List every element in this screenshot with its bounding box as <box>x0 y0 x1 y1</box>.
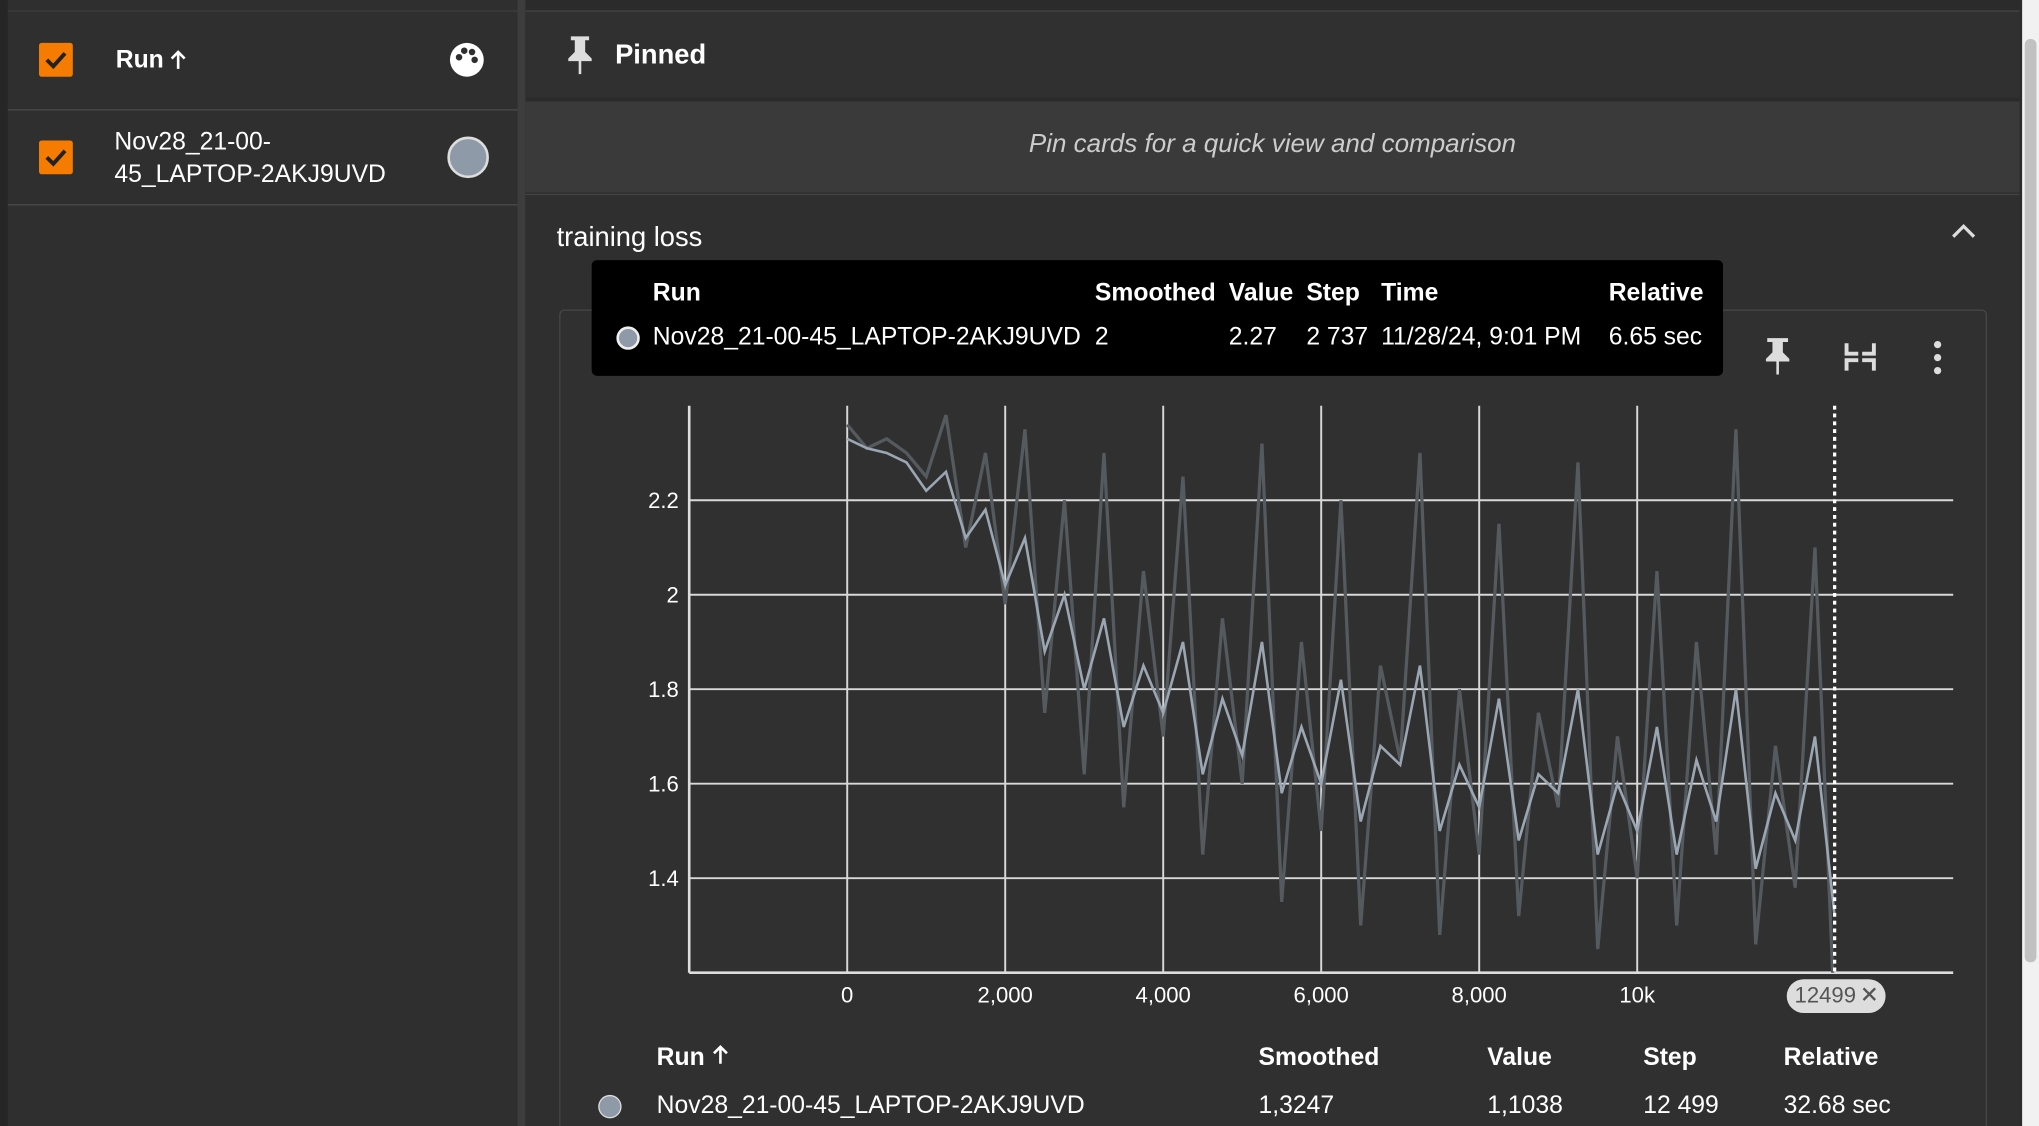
tooltip-cell: 11/28/24, 9:01 PM <box>1381 323 1582 352</box>
scrollbar[interactable] <box>2022 0 2039 1126</box>
pinned-title: Pinned <box>615 40 707 71</box>
tooltip-header: Value <box>1228 279 1294 307</box>
table-cell: 32.68 sec <box>1783 1091 1891 1119</box>
table-cell: Nov28_21-00-45_LAPTOP-2AKJ9UVD <box>656 1091 1085 1119</box>
table-cell: 1,1038 <box>1487 1091 1563 1119</box>
run-name: Nov28_21-00-45_LAPTOP-2AKJ9UVD <box>114 128 386 189</box>
tooltip-cell: 2 <box>1094 323 1109 352</box>
x-tick-label: 4,000 <box>1136 983 1191 1008</box>
x-tick-label: 0 <box>841 983 853 1008</box>
group-title: training loss <box>556 222 703 253</box>
sort-icon <box>170 50 186 69</box>
checkbox[interactable] <box>39 140 73 175</box>
x-tick-label: 6,000 <box>1294 983 1349 1008</box>
x-tick-label: 8,000 <box>1452 983 1507 1008</box>
sidebar <box>0 0 526 1126</box>
pinned-header <box>525 10 2020 98</box>
table-cell: 12 499 <box>1643 1091 1719 1119</box>
tooltip-header: Time <box>1381 279 1439 307</box>
pinned-area <box>525 101 2020 193</box>
collapse-icon[interactable] <box>1948 218 1979 244</box>
card-toolbar[interactable] <box>1761 336 1969 380</box>
pinned-empty: Pin cards for a quick view and compariso… <box>1028 130 1517 159</box>
y-tick-label: 2.2 <box>648 488 679 513</box>
tooltip-cell: 2 737 <box>1306 323 1369 352</box>
table-cell: 1,3247 <box>1258 1091 1335 1119</box>
x-tick-label: 2,000 <box>978 983 1033 1008</box>
y-tick-label: 1.6 <box>648 772 679 797</box>
y-tick-label: 1.4 <box>648 866 679 891</box>
tooltip-header: Smoothed <box>1094 279 1216 307</box>
splitter <box>517 0 526 1126</box>
column-header[interactable]: Run <box>115 46 164 75</box>
tooltip-header: Run <box>652 279 701 307</box>
divider <box>7 204 518 206</box>
tooltip-table: Run Smoothed Value Step Time Relative Nov28_2… <box>610 272 1710 360</box>
tooltip-cell: 2.27 <box>1228 323 1277 352</box>
table-header[interactable]: Run <box>656 1044 705 1072</box>
table-header[interactable]: Smoothed <box>1258 1044 1380 1072</box>
step-chip[interactable]: 12499 <box>1786 979 1886 1014</box>
step-chip-label: 12499 <box>1794 983 1857 1008</box>
y-tick-label: 1.8 <box>648 677 679 702</box>
palette-icon[interactable] <box>447 40 486 79</box>
series-line <box>845 414 1835 973</box>
tooltip-cell: 6.65 sec <box>1608 323 1703 352</box>
data-table: Run Smoothed Value Step Relative Nov28_21-0… <box>592 1040 1892 1126</box>
sidebar-header <box>7 10 518 111</box>
tooltip-header: Step <box>1306 279 1360 307</box>
checkbox[interactable] <box>39 42 73 77</box>
table-header[interactable]: Step <box>1643 1044 1697 1072</box>
series-line <box>846 437 1836 917</box>
run-color[interactable] <box>447 136 489 179</box>
pin-icon <box>568 36 592 75</box>
tooltip-header: Relative <box>1608 279 1704 307</box>
tooltip: Run Smoothed Value Step Time Relative Nov28_2… <box>591 260 1724 376</box>
x-tick-label: 10k <box>1619 983 1656 1008</box>
y-tick-label: 2 <box>667 583 679 608</box>
tooltip-cell: Nov28_21-00-45_LAPTOP-2AKJ9UVD <box>652 323 1081 352</box>
table-header[interactable]: Value <box>1487 1044 1552 1072</box>
table-header[interactable]: Relative <box>1783 1044 1879 1072</box>
